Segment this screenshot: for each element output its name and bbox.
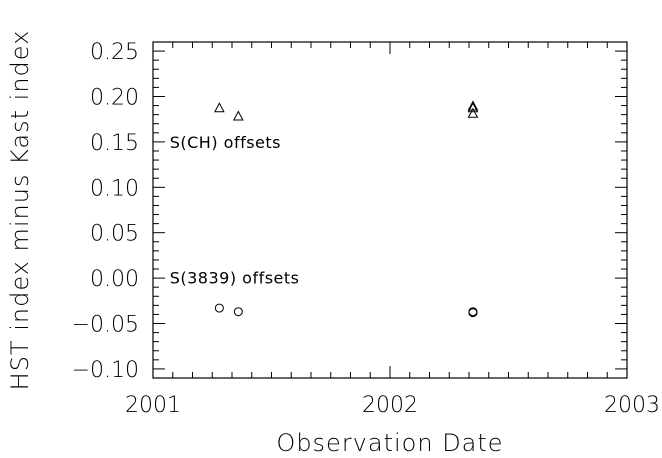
- circle-point: [214, 303, 224, 313]
- circle-point: [233, 307, 243, 317]
- circle-point: [468, 308, 478, 318]
- triangle-point: [467, 100, 479, 111]
- y-axis-title: HST index minus Kast index: [6, 30, 34, 391]
- sch-offsets-label: S(CH) offsets: [170, 133, 281, 152]
- plot-frame: [152, 41, 628, 379]
- x-tick-label: 2002: [362, 393, 418, 418]
- triangle-point: [232, 110, 244, 121]
- y-tick-label: 0.20: [90, 85, 139, 110]
- y-tick-label: 0.10: [90, 176, 139, 201]
- tick-labels: −0.10 −0.05 0.00 0.05 0.10 0.15 0.20 0.25 2001 20…: [72, 40, 660, 418]
- triangle-point: [467, 102, 479, 113]
- x-tick-label: 2003: [604, 393, 660, 418]
- x-tick-label: 2001: [125, 393, 181, 418]
- triangle-point: [214, 102, 225, 113]
- annotations: S(CH) offsets S(3839) offsets: [170, 133, 300, 287]
- s3839-offsets-label: S(3839) offsets: [170, 268, 300, 287]
- y-tick-label: 0.00: [90, 267, 139, 292]
- y-tick-label: 0.25: [90, 40, 139, 65]
- y-tick-label: 0.15: [90, 131, 139, 156]
- x-axis-title: Observation Date: [276, 429, 503, 457]
- y-tick-label: −0.05: [72, 313, 139, 338]
- y-tick-label: 0.05: [90, 222, 139, 247]
- data-points: [214, 100, 479, 318]
- tick-marks: [152, 41, 628, 379]
- triangle-point: [467, 107, 479, 118]
- y-tick-label: −0.10: [72, 358, 139, 383]
